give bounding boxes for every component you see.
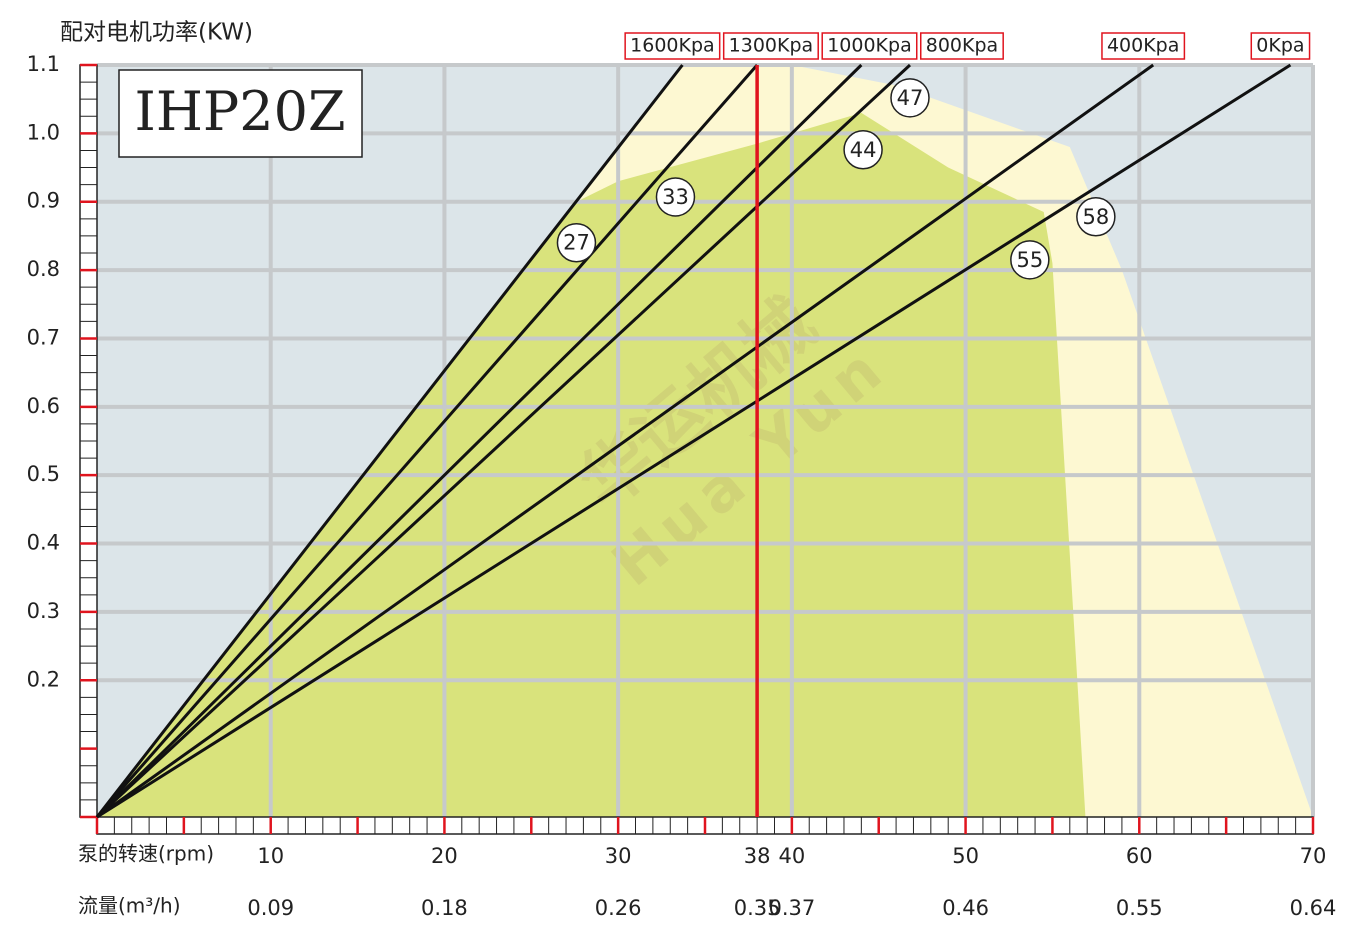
legend-label: 1300Kpa	[729, 35, 814, 57]
x2-tick-label: 0.55	[1116, 896, 1163, 920]
x-tick-label: 38	[744, 844, 771, 868]
pressure-line	[95, 64, 684, 818]
y-tick-label: 0.4	[27, 531, 60, 555]
legend-box	[1101, 32, 1186, 60]
x-tick-label: 20	[431, 844, 458, 868]
legend-item: 400Kpa	[1101, 32, 1186, 60]
x2-tick-label: 0.37	[768, 896, 815, 920]
y-tick-label: 1.1	[27, 52, 60, 76]
title-box	[118, 69, 363, 158]
legend-label: 400Kpa	[1107, 35, 1179, 57]
legend-item: 0Kpa	[1250, 32, 1311, 60]
x2-axis-title: 流量(m³/h)	[78, 894, 181, 918]
annotation-circle	[843, 130, 883, 170]
y-axis-title: 配对电机功率(KW)	[60, 20, 253, 46]
x-tick-label: 40	[778, 844, 805, 868]
y-tick-label: 0.6	[27, 394, 60, 418]
annotation-label: 58	[1082, 205, 1109, 229]
legend-box	[919, 32, 1004, 60]
annotation-label: 27	[563, 231, 590, 255]
x2-tick-label: 0.18	[421, 896, 468, 920]
annotation-circle	[1010, 240, 1050, 280]
annotation-label: 33	[662, 185, 689, 209]
x2-tick-label: 0.46	[942, 896, 989, 920]
annotation-circle	[655, 177, 696, 217]
y-tick-label: 0.2	[27, 667, 60, 691]
annotation-circle	[1076, 197, 1116, 237]
pressure-line	[96, 63, 1292, 819]
annotation-label: 55	[1016, 248, 1043, 272]
y-tick-label: 1.0	[27, 120, 60, 144]
pressure-line	[95, 64, 759, 818]
legend-box	[624, 32, 721, 60]
pressure-line	[95, 63, 912, 819]
x2-tick-label: 0.35	[734, 896, 781, 920]
x2-tick-label: 0.26	[595, 896, 642, 920]
x-tick-label: 70	[1300, 844, 1327, 868]
y-tick-label: 0.8	[27, 257, 60, 281]
x2-tick-label: 0.64	[1290, 896, 1337, 920]
legend-item: 800Kpa	[919, 32, 1004, 60]
y-tick-label: 0.3	[27, 599, 60, 623]
x-tick-label: 50	[952, 844, 979, 868]
legend-box	[821, 32, 918, 60]
annotation-label: 44	[850, 138, 877, 162]
x2-tick-label: 0.09	[247, 896, 294, 920]
annotation-circle	[556, 222, 597, 263]
x-tick-label: 60	[1126, 844, 1153, 868]
y-tick-label: 0.5	[27, 462, 60, 486]
y-tick-label: 0.9	[27, 189, 60, 213]
x-tick-label: 30	[605, 844, 632, 868]
x-axis-title: 泵的转速(rpm)	[78, 842, 214, 866]
chart-title: IHP20Z	[135, 80, 346, 143]
legend-label: 1600Kpa	[630, 35, 715, 57]
legend-item: 1300Kpa	[722, 32, 819, 60]
annotation-circle	[890, 78, 930, 118]
pressure-line	[95, 63, 863, 819]
annotation-label: 47	[897, 86, 924, 110]
x-tick-label: 10	[257, 844, 284, 868]
legend-box	[722, 32, 819, 60]
legend-label: 1000Kpa	[827, 35, 912, 57]
legend-label: 800Kpa	[926, 35, 998, 57]
legend-box	[1250, 32, 1311, 60]
legend-label: 0Kpa	[1256, 35, 1304, 57]
y-tick-label: 0.7	[27, 325, 60, 349]
legend-item: 1000Kpa	[821, 32, 918, 60]
pressure-line	[96, 63, 1155, 819]
legend-item: 1600Kpa	[624, 32, 721, 60]
